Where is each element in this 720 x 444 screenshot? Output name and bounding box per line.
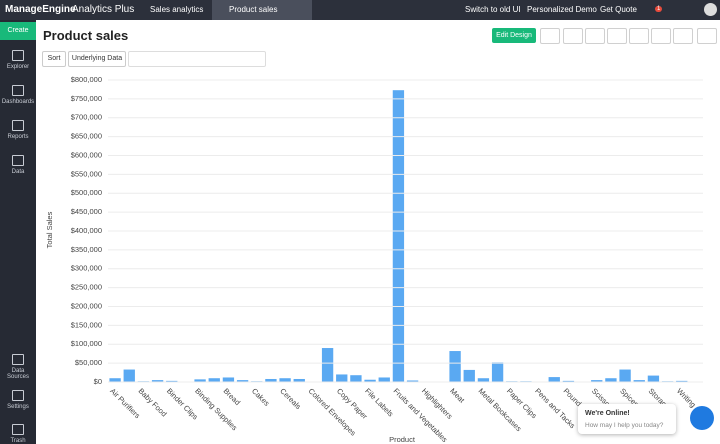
icon-button[interactable] — [673, 28, 693, 44]
bar — [166, 380, 178, 382]
bar — [605, 378, 617, 382]
bar — [591, 380, 603, 382]
bar — [463, 369, 475, 382]
bar — [350, 375, 362, 382]
bar — [364, 379, 376, 382]
nav-label: Data — [11, 169, 25, 175]
y-tick-label: $500,000 — [71, 188, 102, 197]
product: Analytics Plus — [72, 4, 135, 15]
link[interactable]: Switch to old UI — [465, 5, 521, 14]
bar — [676, 380, 688, 382]
x-tick-label: Cakes — [250, 386, 272, 408]
sidebar: Create Explorer Dashboards Reports Data … — [0, 20, 36, 444]
nav-item[interactable]: Trash — [0, 424, 36, 444]
underlying-data[interactable]: Underlying Data — [68, 51, 126, 67]
y-tick-label: $600,000 — [71, 150, 102, 159]
report-title: Product sales — [43, 28, 129, 43]
y-tick-label: $250,000 — [71, 283, 102, 292]
bar — [236, 380, 249, 382]
chat-button[interactable] — [690, 406, 714, 430]
icon-button[interactable] — [585, 28, 605, 44]
y-tick-label: $150,000 — [71, 320, 102, 329]
nav-item[interactable]: Explorer — [0, 50, 36, 70]
chat-subtitle: How may I help you today? — [585, 422, 664, 429]
bar — [293, 378, 305, 382]
nav-label: Trash — [10, 438, 26, 444]
chat-title: We're Online! — [585, 410, 630, 417]
bar — [265, 378, 277, 382]
bar — [208, 378, 220, 382]
tab-bg — [212, 0, 312, 20]
nav-label: Dashboards — [1, 99, 35, 105]
y-tick-label: $450,000 — [71, 207, 102, 216]
y-tick-label: $350,000 — [71, 245, 102, 254]
nav-label: Explorer — [6, 64, 30, 70]
nav-label: Reports — [7, 134, 29, 140]
link[interactable]: Get Quote — [600, 5, 637, 14]
avatar[interactable] — [704, 3, 717, 16]
x-tick-label: Cereals — [278, 386, 303, 411]
bar — [619, 369, 631, 382]
bar — [548, 377, 560, 382]
link[interactable]: Personalized Demo — [527, 5, 597, 14]
nav-item[interactable]: Dashboards — [0, 85, 36, 105]
icon-button[interactable] — [697, 28, 717, 44]
bar — [406, 380, 419, 382]
nav-item[interactable]: Data — [0, 155, 36, 175]
y-tick-label: $700,000 — [71, 113, 102, 122]
top-bar: ManageEngine Analytics Plus Sales analyt… — [0, 0, 720, 20]
y-axis-title: Total Sales — [45, 211, 54, 248]
bar — [562, 380, 575, 382]
bar — [279, 378, 291, 382]
x-tick-label: Meat — [448, 386, 467, 405]
y-tick-label: $550,000 — [71, 169, 102, 178]
bar — [491, 362, 504, 382]
y-tick-label: $100,000 — [71, 339, 102, 348]
sort[interactable]: Sort — [42, 51, 66, 67]
edit-design[interactable]: Edit Design — [492, 28, 536, 43]
bar — [151, 380, 164, 382]
bar — [123, 369, 135, 382]
nav-label: Data Sources — [6, 368, 29, 380]
y-tick-label: $800,000 — [71, 75, 102, 84]
icon-button[interactable] — [563, 28, 583, 44]
chart-type-bar[interactable] — [128, 51, 266, 67]
icon-button[interactable] — [540, 28, 560, 44]
bar — [222, 377, 235, 382]
y-tick-label: $300,000 — [71, 264, 102, 273]
bar — [321, 348, 334, 382]
bar — [109, 378, 121, 382]
bar — [647, 375, 660, 382]
chat-widget[interactable]: We're Online! How may I help you today? — [578, 404, 676, 434]
bar — [449, 351, 461, 382]
icon-button[interactable] — [651, 28, 671, 44]
x-tick-label: Bread — [222, 386, 243, 407]
nav-item[interactable]: Data Sources — [0, 354, 36, 380]
bar — [477, 378, 490, 382]
y-tick-label: $400,000 — [71, 226, 102, 235]
nav-item[interactable]: Reports — [0, 120, 36, 140]
nav-item[interactable]: Settings — [0, 390, 36, 410]
create[interactable]: Create — [0, 22, 36, 40]
badge: 1 — [655, 6, 663, 12]
y-tick-label: $750,000 — [71, 94, 102, 103]
bar — [378, 377, 390, 382]
tab[interactable]: Product sales — [229, 5, 278, 14]
y-tick-label: $650,000 — [71, 132, 102, 141]
bar — [194, 379, 206, 382]
y-tick-label: $200,000 — [71, 301, 102, 310]
y-tick-label: $0 — [94, 377, 102, 386]
brand: ManageEngine — [5, 4, 76, 15]
icon-button[interactable] — [629, 28, 649, 44]
workspace[interactable]: Sales analytics — [150, 5, 204, 14]
x-axis-title: Product — [389, 435, 416, 444]
y-tick-label: $50,000 — [75, 358, 102, 367]
bar — [336, 374, 348, 382]
bar — [392, 90, 405, 382]
bar — [633, 380, 645, 382]
nav-label: Settings — [7, 404, 29, 410]
icon-button[interactable] — [607, 28, 627, 44]
